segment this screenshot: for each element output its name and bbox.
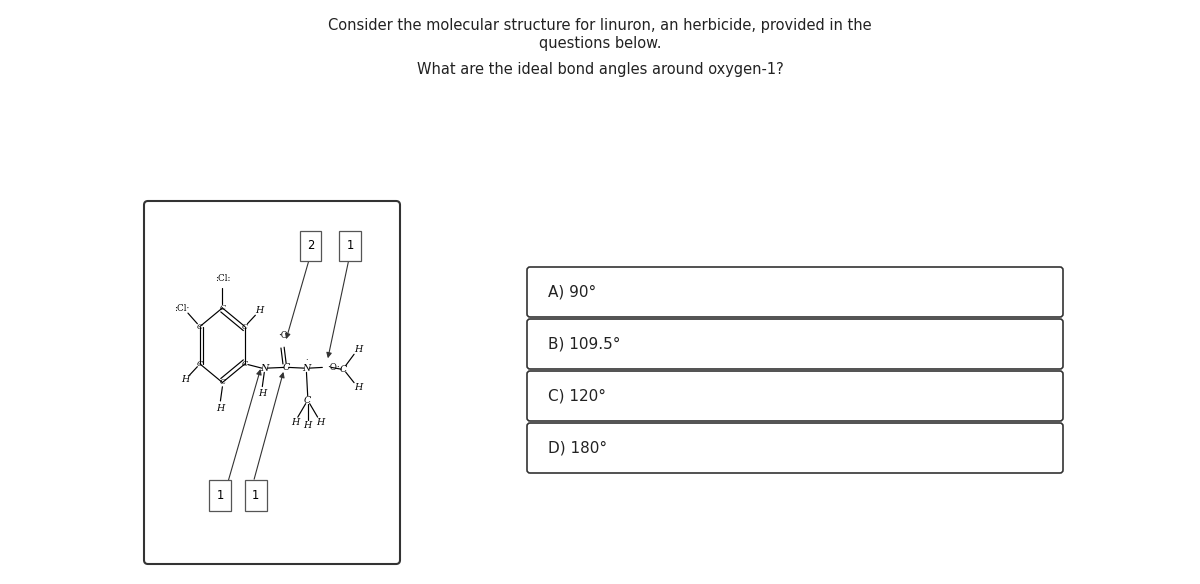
Text: ·O·: ·O· <box>278 331 290 340</box>
FancyBboxPatch shape <box>527 319 1063 369</box>
Text: H: H <box>354 383 362 392</box>
Text: H: H <box>256 307 264 315</box>
FancyBboxPatch shape <box>245 480 266 510</box>
Text: C: C <box>242 360 248 368</box>
FancyBboxPatch shape <box>527 371 1063 421</box>
Text: 1: 1 <box>252 489 259 502</box>
FancyBboxPatch shape <box>144 201 400 564</box>
Text: H: H <box>216 404 224 412</box>
Text: A) 90°: A) 90° <box>548 284 596 300</box>
Text: H: H <box>354 345 362 354</box>
Text: :Cl·: :Cl· <box>174 304 190 312</box>
Text: C: C <box>220 304 226 312</box>
Text: ·: · <box>306 356 308 364</box>
Text: C: C <box>304 395 311 405</box>
Text: H: H <box>304 421 312 430</box>
FancyBboxPatch shape <box>300 231 322 261</box>
Text: H: H <box>317 418 325 427</box>
FancyBboxPatch shape <box>527 423 1063 473</box>
Text: C: C <box>340 364 347 374</box>
Text: H: H <box>181 376 190 384</box>
Text: :Cl:: :Cl: <box>215 274 230 283</box>
FancyBboxPatch shape <box>527 267 1063 317</box>
Text: C: C <box>242 322 248 331</box>
Text: questions below.: questions below. <box>539 36 661 51</box>
Text: What are the ideal bond angles around oxygen-1?: What are the ideal bond angles around ox… <box>416 62 784 77</box>
Text: H: H <box>290 418 299 427</box>
Text: 2: 2 <box>307 239 314 252</box>
Text: B) 109.5°: B) 109.5° <box>548 336 620 352</box>
Text: N: N <box>302 364 311 373</box>
Text: D) 180°: D) 180° <box>548 440 607 456</box>
Text: C: C <box>197 322 203 331</box>
Text: H: H <box>258 389 266 398</box>
Text: N: N <box>260 364 269 373</box>
Text: C: C <box>197 360 203 368</box>
Text: C) 120°: C) 120° <box>548 388 606 404</box>
Text: C: C <box>282 363 289 372</box>
FancyBboxPatch shape <box>340 231 361 261</box>
Text: C: C <box>220 378 226 387</box>
Text: 1: 1 <box>347 239 354 252</box>
Text: 1: 1 <box>216 489 223 502</box>
FancyBboxPatch shape <box>209 480 230 510</box>
Text: Consider the molecular structure for linuron, an herbicide, provided in the: Consider the molecular structure for lin… <box>328 18 872 33</box>
Text: ·O·: ·O· <box>326 363 340 372</box>
